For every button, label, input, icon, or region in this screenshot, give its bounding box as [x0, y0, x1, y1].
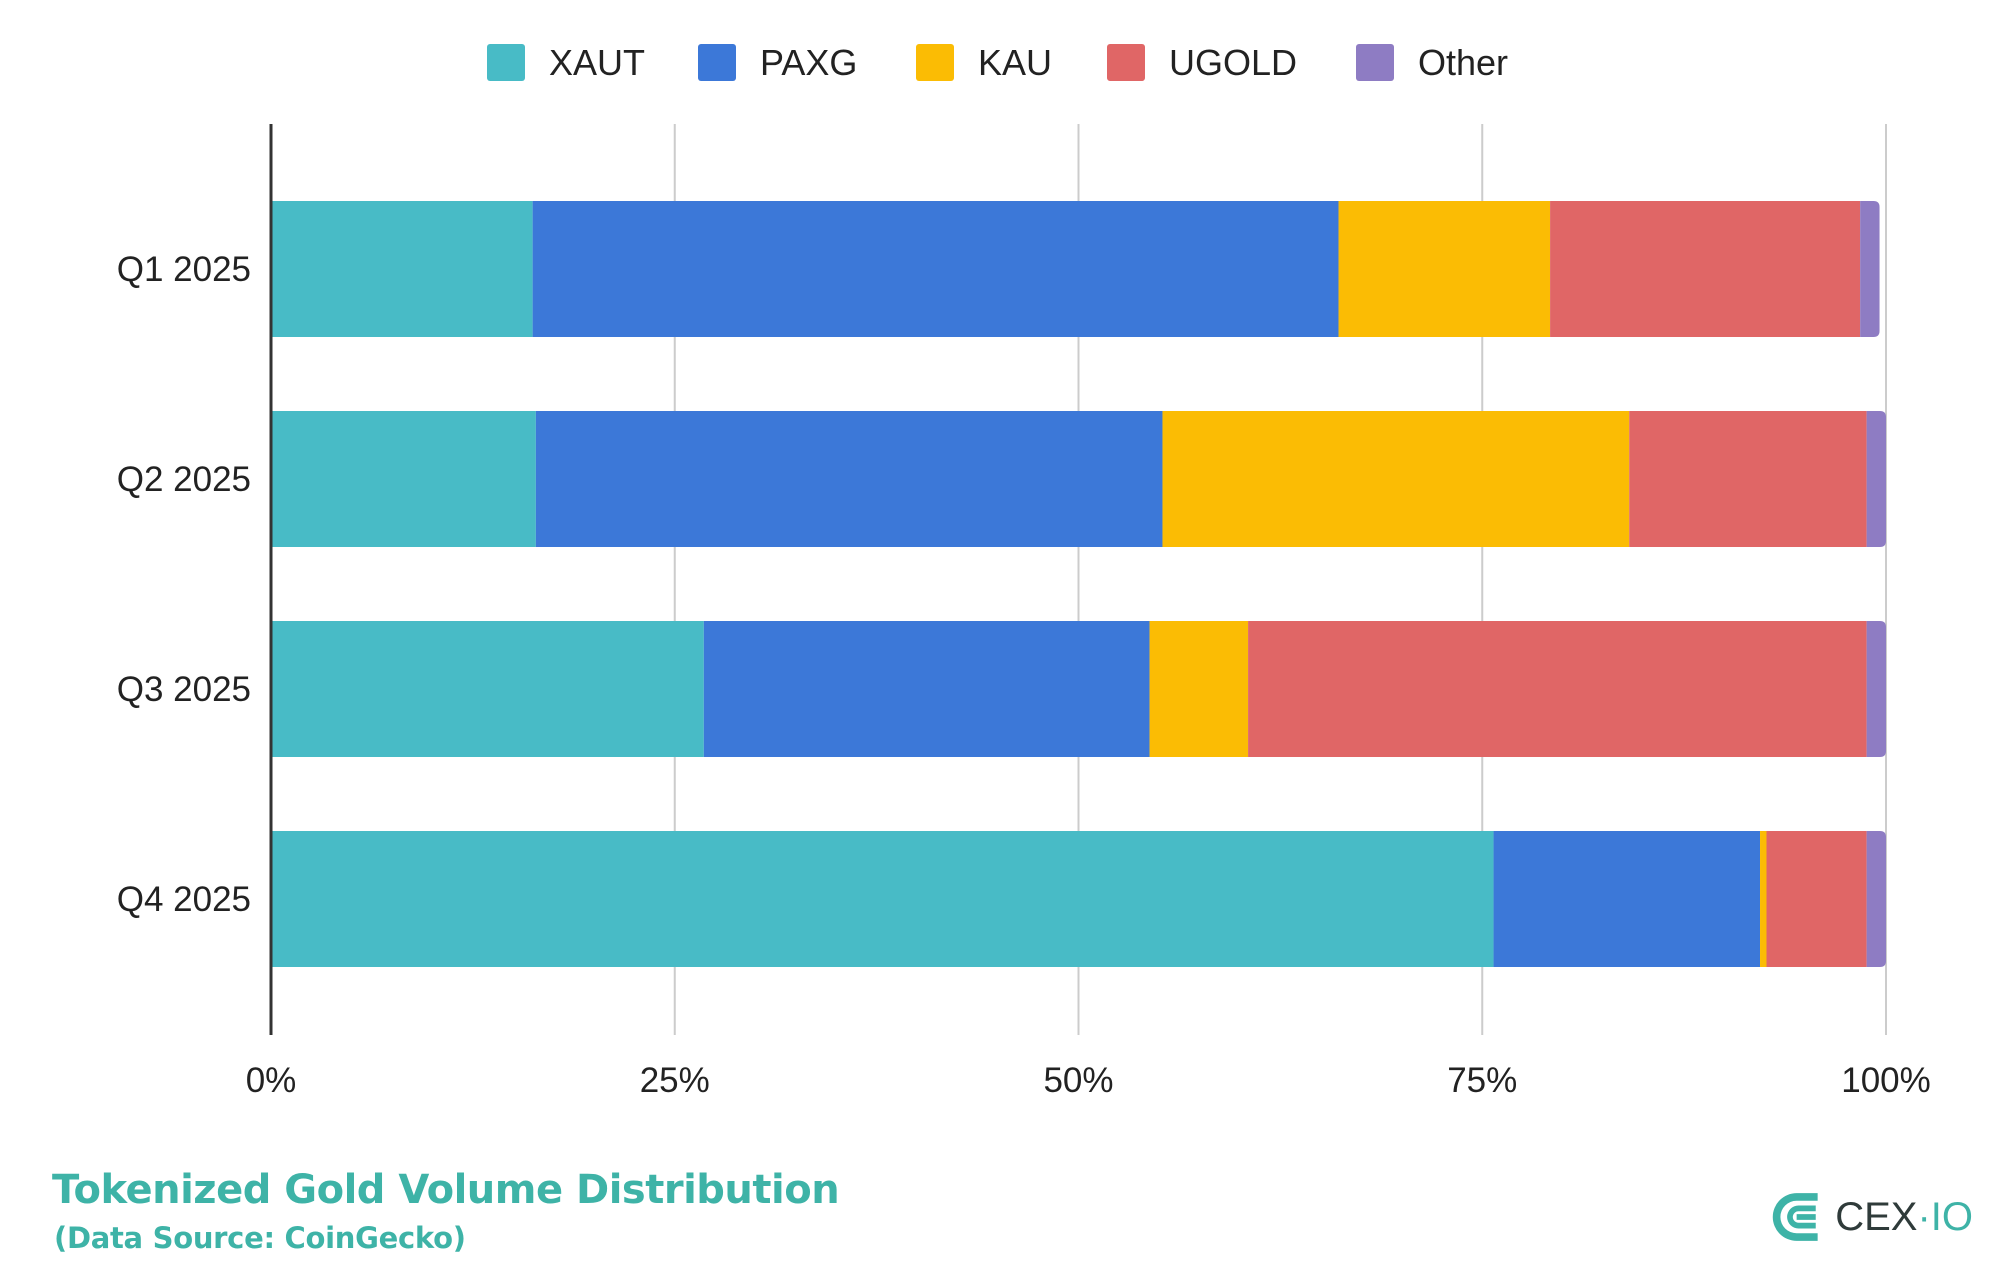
category-label: Q1 2025: [117, 250, 251, 289]
legend-item: PAXG: [698, 42, 857, 83]
legend-label: Other: [1418, 42, 1508, 83]
legend-label: UGOLD: [1169, 42, 1297, 83]
x-tick-label: 25%: [640, 1061, 710, 1100]
category-label: Q3 2025: [117, 670, 251, 709]
logo-text: CEX·IO: [1835, 1195, 1973, 1240]
bar-segment: [1760, 831, 1767, 967]
bar-segment: [271, 831, 1494, 967]
bar-segment: [1149, 621, 1249, 757]
bar-group: [271, 201, 1880, 337]
x-tick-labels: 0% 25% 50% 75% 100%: [246, 1061, 1931, 1100]
bar-segment: [532, 201, 1339, 337]
legend-swatch: [487, 44, 525, 81]
category-labels: Q1 2025 Q2 2025 Q3 2025 Q4 2025: [117, 250, 251, 919]
bar-segment: [535, 411, 1163, 547]
bar-segment: [1338, 201, 1551, 337]
legend-swatch: [1356, 44, 1394, 81]
legend-swatch: [916, 44, 954, 81]
legend-item: Other: [1356, 42, 1508, 83]
legend-item: UGOLD: [1107, 42, 1297, 83]
legend-item: XAUT: [487, 42, 645, 83]
legend-label: PAXG: [760, 42, 857, 83]
bar-group: [271, 411, 1886, 547]
bar-segment: [1162, 411, 1630, 547]
legend-swatch: [698, 44, 736, 81]
legend-item: KAU: [916, 42, 1052, 83]
legend-label: KAU: [978, 42, 1052, 83]
chart-subtitle: (Data Source: CoinGecko): [54, 1221, 466, 1255]
x-tick-label: 0%: [246, 1061, 297, 1100]
cex-io-logo-icon: [1772, 1193, 1818, 1241]
bars: [271, 201, 1886, 967]
logo-text-cex: CEX: [1835, 1194, 1918, 1239]
bar-group: [271, 831, 1886, 967]
logo-text-io: IO: [1930, 1194, 1973, 1239]
bar-segment: [271, 201, 533, 337]
legend-swatch: [1107, 44, 1145, 81]
category-label: Q4 2025: [117, 880, 251, 919]
bar-segment: [1860, 201, 1880, 337]
category-label: Q2 2025: [117, 460, 251, 499]
bar-segment: [1866, 831, 1886, 967]
bar-segment: [1550, 201, 1861, 337]
bar-segment: [703, 621, 1150, 757]
x-tick-label: 100%: [1841, 1061, 1931, 1100]
stacked-bar-chart: XAUT PAXG KAU UGOLD Other Q1 2025 Q2 2025 Q3 2…: [117, 42, 1931, 1100]
bar-group: [271, 621, 1886, 757]
legend-label: XAUT: [549, 42, 645, 83]
bar-segment: [1248, 621, 1867, 757]
cex-io-logo: CEX·IO: [1768, 1186, 1973, 1248]
bar-segment: [1629, 411, 1867, 547]
bar-segment: [1493, 831, 1761, 967]
bar-segment: [271, 621, 704, 757]
x-tick-label: 75%: [1447, 1061, 1517, 1100]
bar-segment: [1866, 621, 1886, 757]
bar-segment: [1766, 831, 1867, 967]
x-tick-label: 50%: [1043, 1061, 1113, 1100]
chart-title: Tokenized Gold Volume Distribution: [52, 1167, 840, 1213]
bar-segment: [271, 411, 536, 547]
logo-text-dot: ·: [1917, 1194, 1931, 1239]
legend: XAUT PAXG KAU UGOLD Other: [487, 42, 1508, 83]
bar-segment: [1866, 411, 1886, 547]
